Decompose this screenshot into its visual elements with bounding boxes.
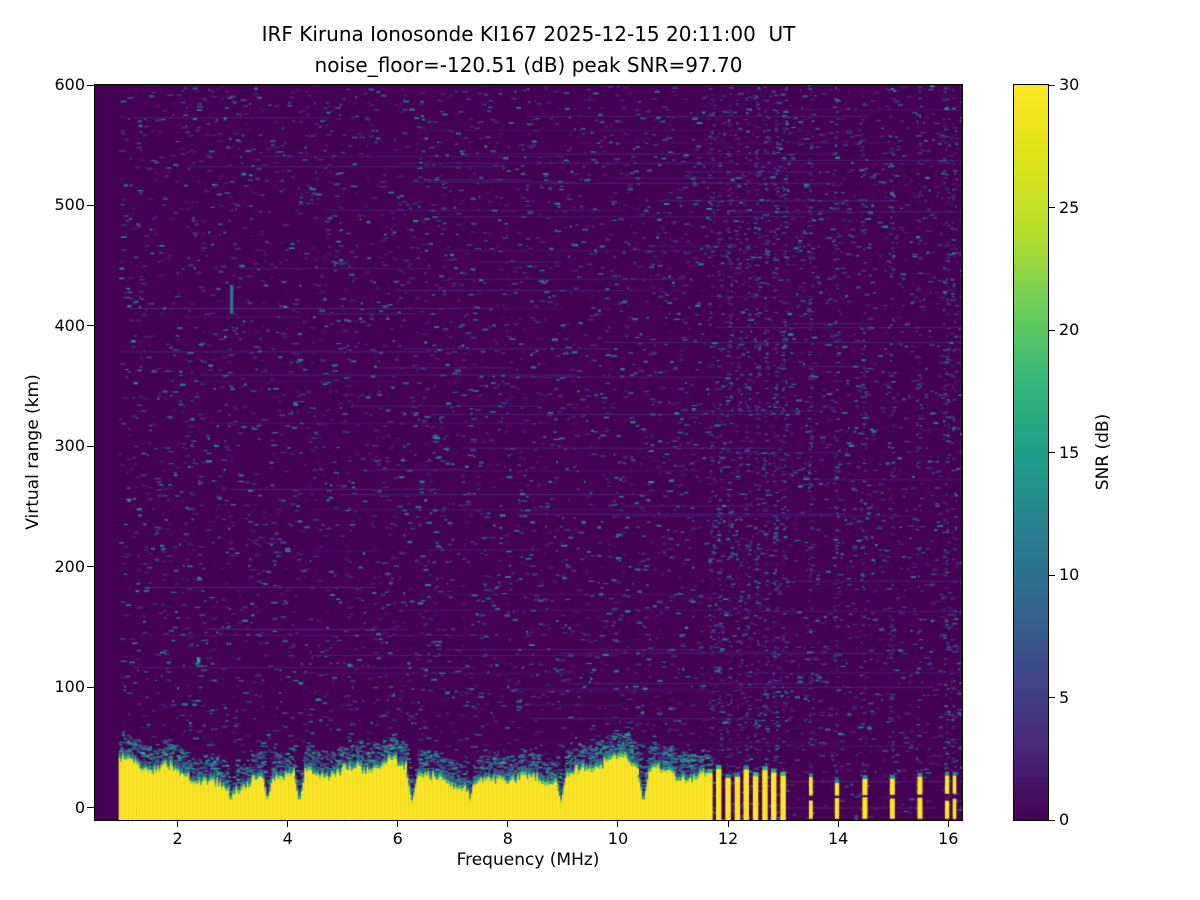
colorbar-tick-mark (1049, 329, 1055, 331)
y-tick-label: 400 (54, 315, 85, 335)
chart-title: IRF Kiruna Ionosonde KI167 2025-12-15 20… (261, 22, 796, 46)
y-tick-label: 100 (54, 677, 85, 697)
y-tick-mark (87, 445, 94, 447)
x-tick-label: 14 (827, 829, 849, 848)
colorbar-tick-label: 15 (1059, 442, 1080, 462)
y-tick-label: 500 (54, 195, 85, 215)
ionogram-heatmap (95, 85, 962, 820)
y-tick-mark (87, 686, 94, 688)
colorbar-tick-label: 5 (1059, 687, 1070, 707)
colorbar-gradient (1014, 85, 1048, 820)
y-tick-mark (87, 325, 94, 327)
x-tick-mark (617, 821, 619, 827)
y-tick-mark (87, 566, 94, 568)
x-tick-label: 16 (938, 829, 959, 848)
x-tick-label: 4 (282, 829, 293, 848)
colorbar-tick-label: 30 (1059, 75, 1080, 94)
colorbar-tick-mark (1049, 819, 1055, 821)
x-tick-mark (397, 821, 399, 827)
y-tick-mark (87, 84, 94, 86)
x-tick-label: 6 (392, 829, 403, 848)
colorbar-tick-label: 20 (1059, 320, 1080, 339)
colorbar-label: SNR (dB) (1093, 413, 1113, 491)
colorbar-tick-mark (1049, 84, 1055, 86)
y-tick-mark (87, 807, 94, 809)
x-tick-mark (287, 821, 289, 827)
x-tick-mark (727, 821, 729, 827)
x-tick-label: 2 (172, 829, 183, 848)
x-tick-mark (177, 821, 179, 827)
x-tick-mark (947, 821, 949, 827)
y-tick-mark (87, 204, 94, 206)
colorbar-tick-mark (1049, 574, 1055, 576)
colorbar-tick-label: 10 (1059, 565, 1080, 584)
x-axis-label: Frequency (MHz) (456, 850, 600, 870)
x-tick-mark (837, 821, 839, 827)
y-tick-label: 600 (54, 75, 85, 94)
colorbar-tick-mark (1049, 697, 1055, 698)
x-tick-label: 10 (607, 829, 629, 848)
colorbar-tick-label: 0 (1059, 810, 1070, 829)
y-tick-label: 200 (54, 556, 85, 576)
x-tick-mark (507, 821, 509, 827)
x-tick-label: 12 (717, 829, 739, 848)
colorbar-tick-mark (1049, 452, 1055, 453)
chart-subtitle: noise_floor=-120.51 (dB) peak SNR=97.70 (314, 53, 743, 77)
y-tick-label: 0 (74, 797, 85, 817)
x-tick-label: 8 (502, 829, 513, 848)
colorbar-tick-mark (1049, 207, 1055, 208)
y-tick-label: 300 (54, 436, 85, 456)
colorbar-tick-label: 25 (1059, 197, 1080, 217)
